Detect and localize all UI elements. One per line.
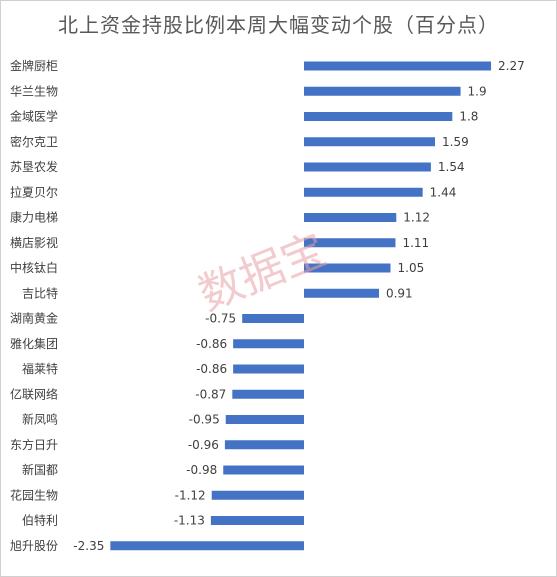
watermark-text: 数据宝 [192,224,333,321]
category-label: 拉夏贝尔 [10,184,58,199]
bar [304,61,492,71]
category-label: 福莱特 [22,361,58,376]
bar [304,86,461,96]
bar [304,263,391,273]
value-label: 1.59 [442,135,469,149]
bar [304,288,379,298]
value-label: 1.12 [403,211,430,225]
value-label: -0.96 [188,438,219,452]
bar [232,389,304,399]
category-label: 密尔克卫 [10,134,58,149]
category-label: 金域医学 [10,109,58,124]
bar [210,516,304,525]
value-label: 1.54 [438,160,465,174]
value-label: 1.11 [402,236,429,250]
value-label: -0.87 [195,387,226,401]
labels-layer: 金牌厨柜 2.27 华兰生物 1.9 金域医学 1.8 密尔克卫 1.59 苏垦农发 1.54 拉夏… [10,58,525,553]
category-label: 新凤鸣 [22,412,58,427]
category-label: 亿联网络 [10,386,58,401]
value-label: -0.86 [196,362,227,376]
category-label: 横店影视 [10,235,58,250]
bar [304,213,397,222]
category-label: 伯特利 [22,513,58,528]
bar [223,465,304,475]
bar [242,314,304,323]
bar [304,112,453,121]
category-label: 花园生物 [10,487,58,502]
category-label: 金牌厨柜 [10,58,58,73]
bar [304,162,431,172]
chart-title: 北上资金持股比例本周大幅变动个股（百分点） [58,13,499,37]
bar [211,490,304,500]
category-label: 东方日升 [10,437,58,452]
bar [304,238,396,248]
bar [233,364,304,374]
value-label: 1.44 [430,185,457,199]
category-label: 康力电梯 [10,210,58,225]
value-label: 2.27 [498,59,525,73]
category-label: 雅化集团 [10,336,58,351]
value-label: -2.35 [73,539,104,553]
value-label: -0.98 [186,463,217,477]
category-label: 华兰生物 [10,84,58,98]
value-label: 0.91 [386,286,413,300]
value-label: 1.9 [468,84,487,98]
bar [225,415,304,424]
category-label: 新国都 [22,462,58,477]
bar [304,137,436,147]
bars-layer [110,61,492,551]
bar [224,440,304,450]
category-label: 湖南黄金 [10,311,58,326]
category-label: 吉比特 [22,285,58,300]
bar [233,339,304,349]
value-label: -0.86 [196,337,227,351]
bar [110,541,304,551]
category-label: 苏垦农发 [10,159,58,174]
category-label: 中核钛白 [10,260,58,275]
value-label: -1.12 [175,488,206,502]
value-label: 1.8 [459,110,478,124]
bar [304,187,423,197]
value-label: -0.95 [189,413,220,427]
category-label: 旭升股份 [10,539,58,553]
value-label: -0.75 [205,312,236,326]
value-label: -1.13 [174,514,205,528]
value-label: 1.05 [398,261,425,275]
